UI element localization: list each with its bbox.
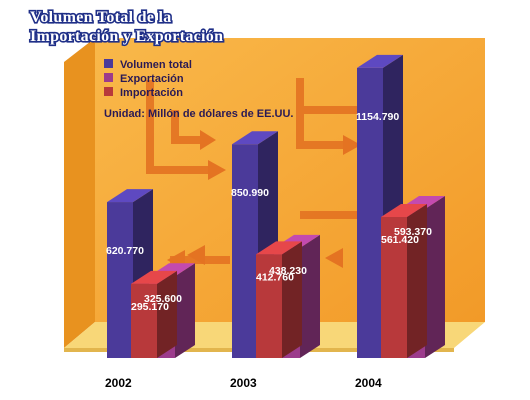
bar-importacion-2002 [131, 270, 177, 358]
x-axis-ticks: 2002 2003 2004 [105, 376, 382, 390]
chart-title-line-1: Volumen Total de la [30, 9, 172, 26]
label-importacion-2003: 412.760 [256, 271, 294, 283]
bar-exportacion-2004-side [425, 195, 445, 358]
label-volumen-total-2002: 620.770 [106, 245, 144, 257]
bar-volumen-total-2002-top [107, 189, 153, 203]
bar-volumen-total-2003-front [232, 144, 258, 358]
bar-importacion-2003-side [282, 241, 302, 358]
unit-label: Unidad: Millón de dólares de EE.UU. [104, 108, 293, 120]
bar-importacion-2003 [256, 241, 302, 358]
left-wall [64, 38, 95, 348]
x-tick-label-2004: 2004 [355, 376, 382, 390]
bar-volumen-total-2003-top [232, 131, 278, 145]
bar-volumen-total-2004-top [357, 54, 403, 68]
legend-label-importacion: Importación [120, 87, 183, 99]
bar-importacion-2002-front [131, 283, 157, 358]
bar-importacion-2002-side [157, 270, 177, 358]
label-exportacion-2002: 325.600 [144, 293, 182, 305]
legend: Volumen total Exportación Importación [104, 59, 192, 99]
bar-importacion-2004-top [381, 203, 427, 217]
legend-swatch-volumen-total [104, 59, 113, 68]
x-tick-label-2003: 2003 [230, 376, 257, 390]
label-importacion-2004: 561.420 [381, 234, 419, 246]
bar-importacion-2004 [381, 203, 427, 358]
bar-volumen-total-2004-front [357, 67, 383, 359]
legend-swatch-exportacion [104, 73, 113, 82]
legend-label-volumen-total: Volumen total [120, 59, 192, 71]
label-importacion-2002: 295.170 [131, 301, 169, 313]
legend-label-exportacion: Exportación [120, 73, 184, 85]
bar-importacion-2003-top [256, 241, 302, 255]
label-exportacion-2003: 438.230 [269, 265, 307, 277]
legend-swatch-importacion [104, 87, 113, 96]
label-volumen-total-2003: 850.990 [231, 187, 269, 199]
bar-importacion-2004-front [381, 216, 407, 358]
chart-title-line-2: Importación y Exportación [30, 28, 223, 45]
bar-volumen-total-2002-front [107, 202, 133, 358]
bar-importacion-2002-top [131, 270, 177, 284]
bar-exportacion-2002-side [175, 263, 195, 358]
label-volumen-total-2004: 1154.790 [356, 111, 399, 123]
label-exportacion-2004: 593.370 [394, 226, 432, 238]
bar-exportacion-2003-side [300, 234, 320, 358]
bar-importacion-2004-side [407, 203, 427, 358]
x-tick-label-2002: 2002 [105, 376, 132, 390]
bar-importacion-2003-front [256, 254, 282, 358]
